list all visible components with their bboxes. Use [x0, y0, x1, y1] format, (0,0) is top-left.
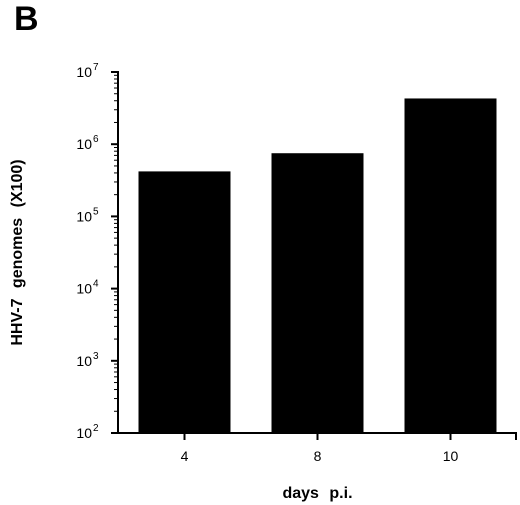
bars [138, 98, 497, 434]
panel-label: B [14, 0, 39, 38]
bar-day-10 [404, 98, 497, 434]
y-tick-label: 10 [76, 425, 92, 441]
x-tick-label: 10 [443, 448, 459, 464]
y-tick-exponent: 2 [93, 423, 99, 434]
y-tick-exponent: 5 [93, 206, 99, 217]
y-tick-label: 10 [76, 136, 92, 152]
y-tick-exponent: 6 [93, 134, 99, 145]
y-tick-exponent: 7 [93, 62, 99, 73]
y-tick-label: 10 [76, 64, 92, 80]
y-tick-label: 10 [76, 208, 92, 224]
x-axis-ticks: 4 8 10 [181, 433, 517, 464]
x-tick-label: 4 [181, 448, 189, 464]
y-tick-label: 10 [76, 281, 92, 297]
y-tick-exponent: 3 [93, 351, 99, 362]
y-tick-label: 10 [76, 353, 92, 369]
bar-day-8 [271, 153, 364, 433]
y-axis-title: HHV-7 genomes (X100) [9, 159, 26, 345]
y-tick-exponent: 4 [93, 279, 99, 290]
x-tick-label: 8 [314, 448, 322, 464]
x-axis-title: days p.i. [282, 485, 352, 502]
bar-day-4 [138, 171, 231, 433]
